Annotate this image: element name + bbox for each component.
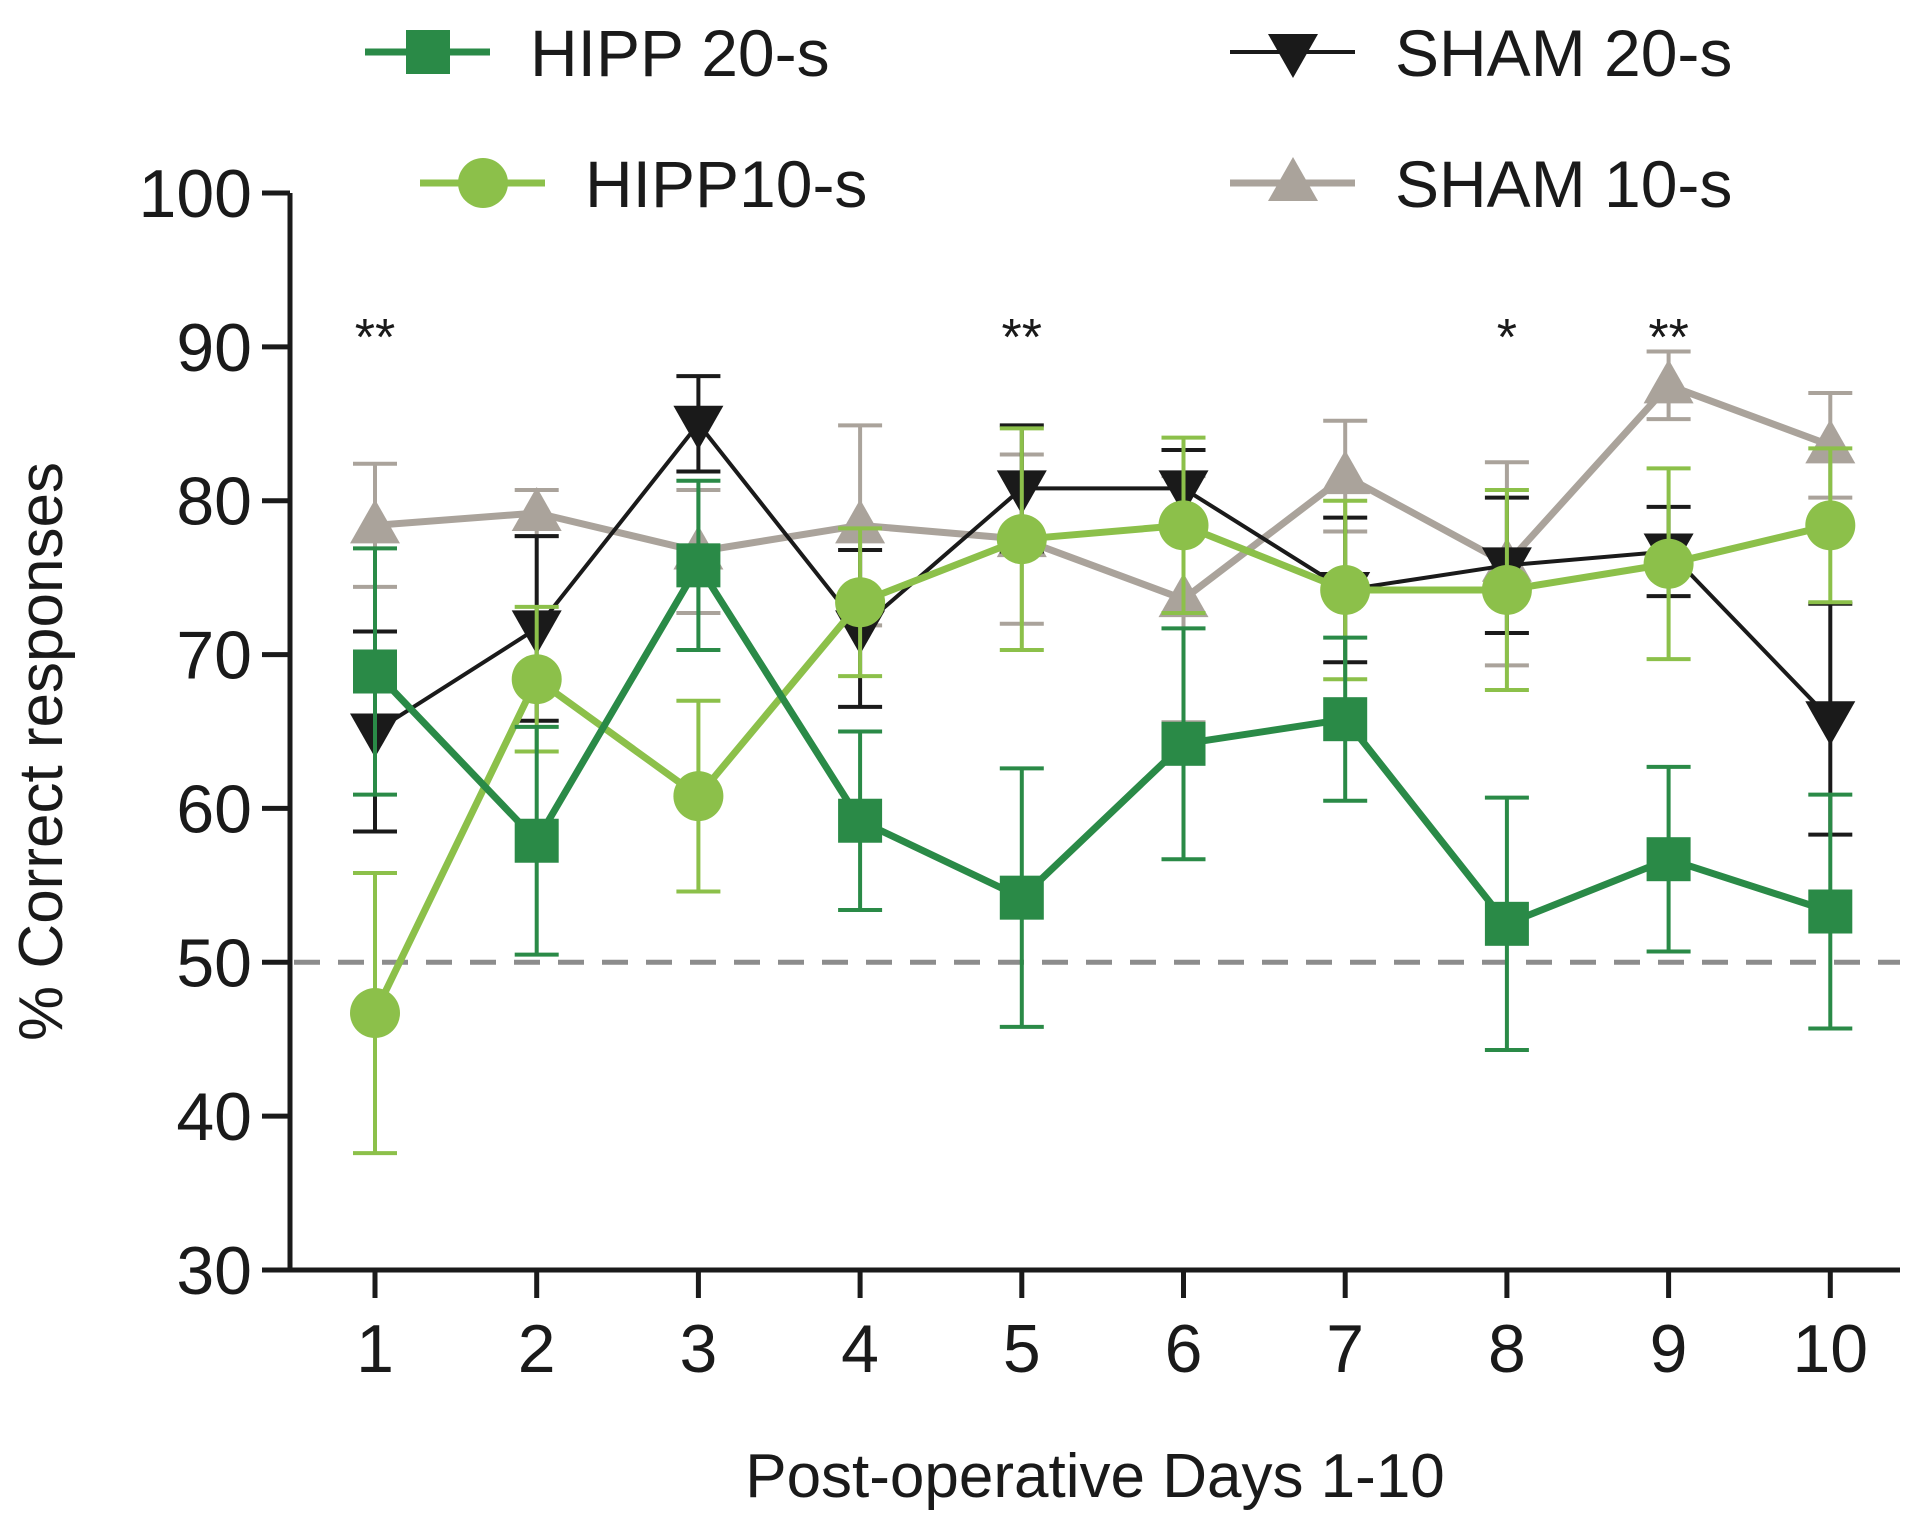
data-point (673, 771, 724, 822)
legend: HIPP 20-s SHAM 20-s HIPP10-s SHAM 10-s (365, 16, 1732, 221)
y-tick-label: 30 (176, 1233, 252, 1309)
series-hipp10-s (350, 426, 1856, 1156)
series-layer (350, 349, 1856, 1156)
data-point (1320, 564, 1371, 615)
y-tick-label: 40 (176, 1079, 252, 1155)
y-tick-label: 90 (176, 310, 252, 386)
data-point (1158, 500, 1209, 551)
data-point (1643, 538, 1694, 589)
legend-swatch-marker (458, 158, 508, 208)
data-point (1805, 419, 1856, 464)
data-point (1805, 701, 1856, 746)
x-tick-label: 5 (1003, 1311, 1041, 1387)
x-axis-title: Post-operative Days 1-10 (745, 1442, 1445, 1511)
data-point (1808, 889, 1853, 934)
x-tick-label: 2 (518, 1311, 556, 1387)
data-point (838, 798, 883, 843)
axes-layer: 30 40 50 60 70 80 90 100 1 2 3 4 5 6 7 8 9 10 (139, 156, 1900, 1387)
legend-item: HIPP 20-s (365, 16, 830, 90)
data-point (1161, 721, 1206, 766)
legend-label: SHAM 20-s (1395, 16, 1732, 90)
legend-swatch-marker (406, 30, 450, 74)
data-point (676, 543, 721, 588)
series-line (373, 421, 1832, 734)
data-point (835, 499, 886, 544)
data-point (350, 988, 400, 1039)
y-tick-label: 50 (176, 925, 252, 1001)
series-line (372, 561, 1832, 928)
y-tick-label: 100 (139, 156, 252, 232)
data-point (1320, 450, 1371, 495)
data-point (511, 654, 562, 705)
data-point (1643, 359, 1694, 404)
data-point (350, 499, 400, 544)
data-point (1481, 564, 1532, 615)
data-point (511, 487, 562, 532)
significance-marker: * (1497, 309, 1517, 367)
x-tick-label: 3 (679, 1311, 717, 1387)
legend-swatch-marker (1268, 34, 1318, 78)
y-tick-label: 70 (176, 618, 252, 694)
x-tick-label: 1 (356, 1311, 394, 1387)
x-tick-label: 6 (1165, 1311, 1203, 1387)
x-tick-label: 9 (1650, 1311, 1688, 1387)
x-tick-label: 4 (841, 1311, 879, 1387)
series-sham-20-s (350, 374, 1856, 837)
legend-item: HIPP10-s (420, 147, 867, 221)
legend-label: SHAM 10-s (1395, 147, 1732, 221)
data-point (1484, 901, 1529, 946)
data-point (353, 649, 397, 694)
significance-marker: ** (355, 309, 395, 367)
significance-marker: ** (1002, 309, 1042, 367)
x-tick-label: 7 (1326, 1311, 1364, 1387)
data-point (1323, 697, 1368, 742)
x-tick-label: 10 (1792, 1311, 1868, 1387)
significance-layer: ** ** * ** (355, 309, 1689, 367)
data-point (835, 577, 886, 628)
y-tick-label: 60 (176, 771, 252, 847)
legend-item: SHAM 20-s (1230, 16, 1732, 90)
series-line (371, 521, 1832, 1015)
legend-swatch-marker (1268, 157, 1318, 201)
data-point (1646, 837, 1691, 882)
legend-label: HIPP10-s (585, 147, 867, 221)
y-axis-title: % Correct responses (7, 462, 76, 1041)
series-hipp-20-s (353, 478, 1853, 1052)
data-point (673, 405, 724, 450)
data-point (999, 875, 1044, 920)
legend-label: HIPP 20-s (530, 16, 830, 90)
data-point (514, 818, 559, 863)
y-tick-label: 80 (176, 464, 252, 540)
x-tick-label: 8 (1488, 1311, 1526, 1387)
data-point (996, 514, 1047, 565)
significance-marker: ** (1648, 309, 1688, 367)
series-sham-10-s (350, 349, 1856, 725)
legend-item: SHAM 10-s (1230, 147, 1732, 221)
data-point (1805, 500, 1856, 551)
series-line (374, 381, 1832, 603)
